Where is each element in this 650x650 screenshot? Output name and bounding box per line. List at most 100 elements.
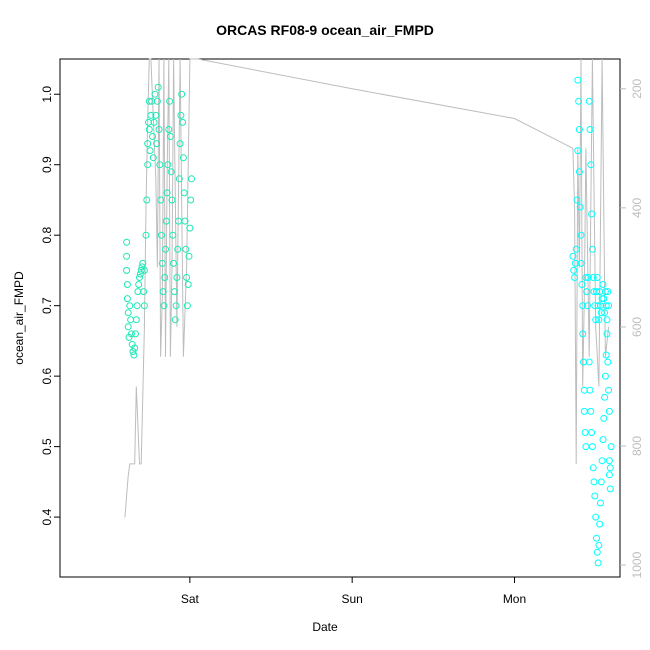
data-point-mon bbox=[589, 274, 597, 281]
data-point-mon bbox=[580, 407, 588, 415]
data-point-mon bbox=[594, 559, 602, 567]
data-point-mon bbox=[593, 274, 601, 281]
data-point-sat bbox=[178, 90, 186, 98]
data-point-mon bbox=[588, 443, 596, 451]
data-point-mon bbox=[572, 245, 580, 253]
data-point-sat bbox=[158, 259, 166, 267]
data-point-sat bbox=[166, 133, 174, 140]
data-point-sat bbox=[133, 302, 141, 310]
data-point-mon bbox=[594, 302, 602, 310]
data-point-sat bbox=[127, 316, 135, 324]
data-point-sat bbox=[154, 83, 162, 91]
data-point-sat bbox=[167, 168, 175, 176]
data-point-sat bbox=[175, 175, 183, 183]
data-point-sat bbox=[144, 140, 152, 148]
y-tick-label: 0.4 bbox=[40, 508, 54, 525]
data-point-sat bbox=[123, 281, 131, 288]
data-point-mon bbox=[599, 436, 607, 444]
y-tick-label: 0.9 bbox=[40, 156, 54, 173]
data-point-sat bbox=[168, 196, 176, 204]
data-point-mon bbox=[603, 316, 611, 324]
x-tick-label: Sun bbox=[341, 592, 362, 606]
data-point-sat bbox=[161, 274, 169, 281]
y-tick-label: 0.5 bbox=[40, 438, 54, 455]
data-point-mon bbox=[577, 259, 585, 267]
data-point-sat bbox=[125, 333, 133, 341]
data-point-mon bbox=[593, 534, 600, 542]
data-point-mon bbox=[578, 281, 586, 288]
data-point-mon bbox=[605, 386, 613, 394]
data-point-mon bbox=[601, 309, 609, 317]
data-point-mon bbox=[577, 231, 585, 239]
data-point-sat bbox=[150, 118, 158, 126]
data-point-sat bbox=[146, 147, 154, 155]
data-point-mon bbox=[585, 358, 593, 366]
data-point-sat bbox=[143, 196, 151, 204]
data-point-sat bbox=[162, 245, 169, 253]
data-point-sat bbox=[137, 266, 145, 274]
data-point-sat bbox=[144, 161, 152, 169]
data-point-mon bbox=[591, 492, 599, 500]
data-point-sat bbox=[149, 154, 157, 162]
chart-title: ORCAS RF08-9 ocean_air_FMPD bbox=[216, 22, 434, 38]
data-point-sat bbox=[182, 245, 190, 253]
x-tick-label: Mon bbox=[503, 592, 526, 606]
data-point-sat bbox=[140, 266, 148, 274]
data-point-sat bbox=[124, 309, 132, 317]
data-point-sat bbox=[139, 259, 147, 267]
data-point-sat bbox=[132, 316, 140, 324]
data-point-mon bbox=[595, 316, 603, 324]
y-right-tick-label: 400 bbox=[630, 198, 644, 218]
data-point-sat bbox=[166, 97, 174, 105]
data-point-mon bbox=[593, 548, 601, 556]
data-point-mon bbox=[588, 210, 596, 218]
pressure-line bbox=[124, 58, 610, 518]
data-point-mon bbox=[605, 407, 613, 415]
data-point-mon bbox=[582, 274, 590, 281]
data-point-mon bbox=[575, 97, 583, 105]
data-point-mon bbox=[586, 386, 594, 394]
data-point-sat bbox=[124, 323, 132, 331]
data-point-mon bbox=[583, 288, 591, 296]
data-point-mon bbox=[580, 386, 588, 394]
data-point-sat bbox=[152, 111, 160, 119]
data-point-sat bbox=[142, 231, 150, 239]
data-point-mon bbox=[569, 252, 577, 260]
y-right-tick-label: 800 bbox=[630, 436, 644, 456]
y-tick-label: 1.0 bbox=[40, 86, 54, 103]
y-right-tick-label: 200 bbox=[630, 78, 644, 98]
y-tick-label: 0.6 bbox=[40, 367, 54, 384]
data-point-sat bbox=[172, 302, 180, 310]
data-point-mon bbox=[587, 161, 595, 169]
data-point-mon bbox=[582, 443, 590, 451]
data-point-sat bbox=[180, 189, 188, 197]
y-tick-label: 0.8 bbox=[40, 227, 54, 244]
data-point-mon bbox=[597, 309, 605, 317]
data-point-sat bbox=[126, 302, 134, 310]
data-point-mon bbox=[602, 302, 610, 310]
data-point-mon bbox=[605, 471, 613, 479]
data-point-mon bbox=[597, 499, 604, 507]
data-point-mon bbox=[571, 274, 579, 281]
data-point-sat bbox=[183, 274, 191, 281]
data-point-mon bbox=[574, 147, 582, 155]
data-point-sat bbox=[135, 281, 143, 288]
data-point-mon bbox=[581, 429, 589, 436]
data-point-sat bbox=[153, 97, 161, 105]
data-point-sat bbox=[156, 161, 164, 169]
data-point-mon bbox=[592, 513, 600, 521]
plot-frame bbox=[59, 58, 621, 578]
data-point-mon bbox=[588, 245, 596, 253]
data-point-mon bbox=[587, 407, 595, 415]
data-point-sat bbox=[159, 288, 167, 296]
data-point-mon bbox=[590, 478, 598, 486]
data-point-mon bbox=[573, 196, 581, 204]
data-point-sat bbox=[155, 126, 163, 133]
data-point-mon bbox=[603, 330, 611, 338]
data-point-mon bbox=[579, 302, 587, 310]
data-point-mon bbox=[597, 478, 605, 486]
data-point-mon bbox=[575, 168, 583, 176]
data-point-mon bbox=[605, 302, 613, 310]
data-point-sat bbox=[165, 126, 173, 133]
data-point-sat bbox=[160, 302, 168, 310]
